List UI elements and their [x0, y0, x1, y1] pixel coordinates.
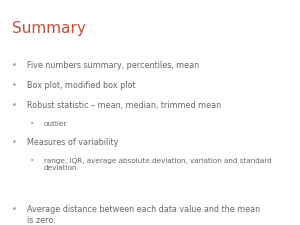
Text: •: • — [30, 121, 34, 127]
Text: Average distance between each data value and the mean
is zero.: Average distance between each data value… — [27, 205, 260, 225]
Text: outlier: outlier — [44, 121, 67, 127]
Text: Robust statistic – mean, median, trimmed mean: Robust statistic – mean, median, trimmed… — [27, 101, 221, 110]
Text: Box plot, modified box plot: Box plot, modified box plot — [27, 81, 136, 90]
Text: •: • — [12, 81, 17, 90]
Text: Five numbers summary, percentiles, mean: Five numbers summary, percentiles, mean — [27, 61, 199, 70]
Text: Summary: Summary — [12, 21, 86, 36]
Text: Measures of variability: Measures of variability — [27, 138, 119, 147]
Text: •: • — [12, 138, 17, 147]
Text: •: • — [12, 205, 17, 214]
Text: •: • — [12, 61, 17, 70]
Text: •: • — [30, 158, 34, 164]
Text: range, IQR, average absolute deviation, variation and standard
deviation: range, IQR, average absolute deviation, … — [44, 158, 271, 171]
Text: •: • — [12, 101, 17, 110]
